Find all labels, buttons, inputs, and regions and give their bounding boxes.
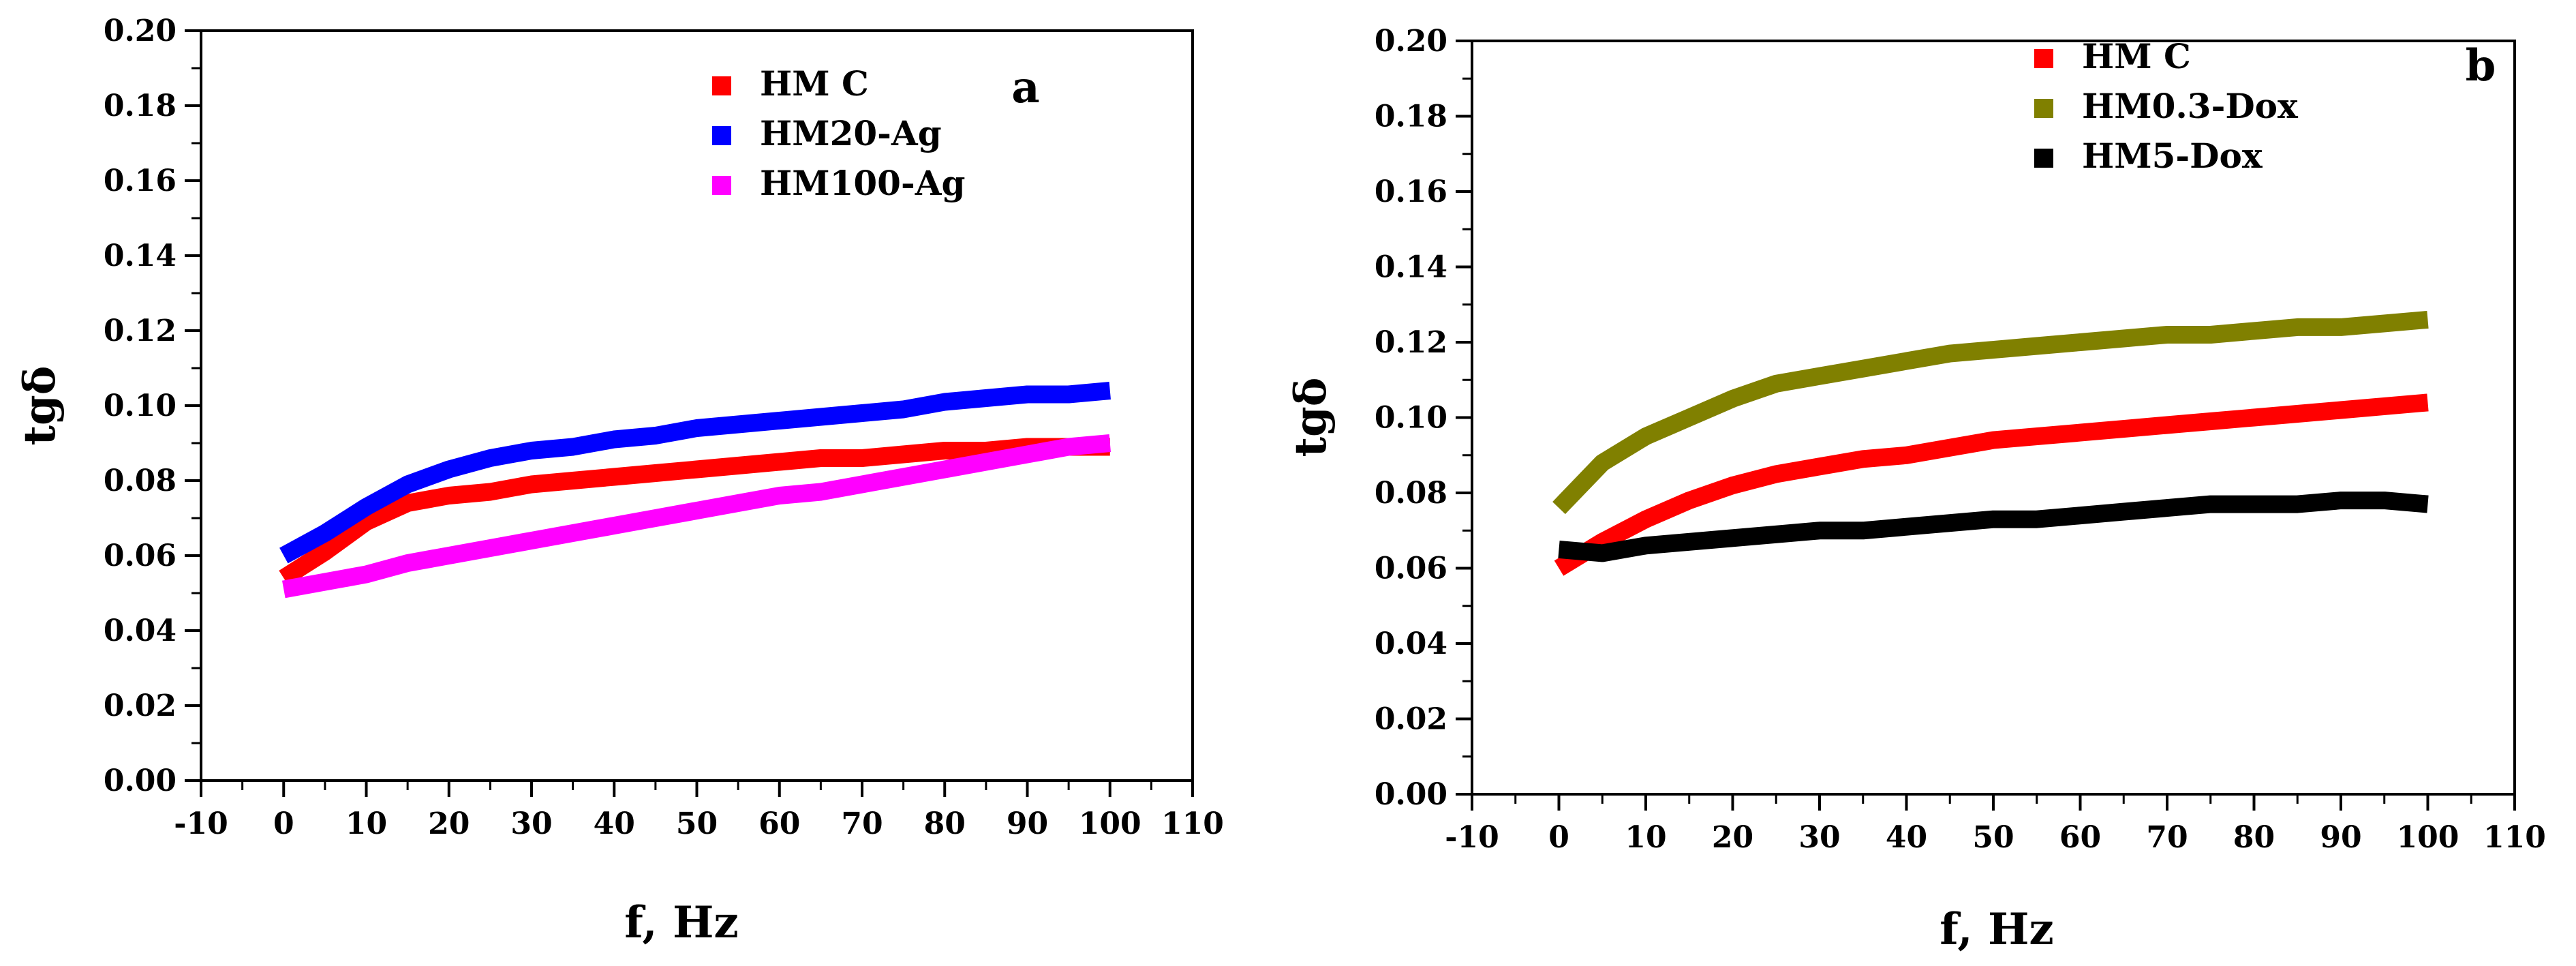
y-tick-label: 0.14 <box>1375 250 1447 285</box>
series-line-hm20-ag <box>279 382 1111 564</box>
x-tick-label: 70 <box>841 806 883 841</box>
chart-panel-b: -10 0 10 20 30 40 50 60 70 80 90 100 110 0.00 0.02 0.04… <box>1285 24 2546 955</box>
y-tick-label: 0.00 <box>1375 777 1447 812</box>
x-tick-label: 60 <box>2059 820 2101 855</box>
y-axis-title: tgδ <box>14 366 65 446</box>
y-tick-label: 0.14 <box>104 239 177 273</box>
y-tick-label: 0.06 <box>1375 552 1447 586</box>
y-axis-title: tgδ <box>1285 378 1336 457</box>
legend-swatch <box>712 76 731 95</box>
x-tick-label: 110 <box>1161 806 1224 841</box>
series-line-hm0-3-dox <box>1552 310 2429 515</box>
x-tick-label: 10 <box>1625 820 1666 855</box>
x-tick-label: 110 <box>2483 820 2546 855</box>
y-tick-label: 0.10 <box>1375 401 1447 436</box>
x-tick-label: 20 <box>428 806 470 841</box>
y-tick-label: 0.06 <box>104 539 177 573</box>
legend-swatch <box>2034 99 2053 118</box>
legend-label: HM C <box>2082 36 2191 76</box>
y-tick-label: 0.10 <box>104 389 177 423</box>
series-line-hm-c <box>279 438 1110 586</box>
x-axis-title: f, Hz <box>624 897 739 948</box>
y-tick-label: 0.20 <box>1375 24 1447 59</box>
x-tick-label: -10 <box>1445 820 1499 855</box>
y-tick-label: 0.12 <box>104 314 177 348</box>
x-tick-label: 50 <box>676 806 718 841</box>
y-tick-label: 0.16 <box>1375 175 1447 209</box>
y-tick-label: 0.02 <box>104 689 177 723</box>
x-tick-label: 60 <box>758 806 800 841</box>
y-tick-label: 0.02 <box>1375 702 1447 737</box>
x-tick-label: 90 <box>1007 806 1048 841</box>
x-tick-label: 0 <box>1548 820 1569 855</box>
x-tick-label: 10 <box>346 806 387 841</box>
y-tick-label: 0.12 <box>1375 325 1447 360</box>
x-tick-label: 90 <box>2320 820 2361 855</box>
x-tick-label: 50 <box>1972 820 2014 855</box>
x-tick-label: -10 <box>174 806 228 841</box>
plot-frame <box>200 29 1194 782</box>
x-tick-label: 40 <box>1886 820 1927 855</box>
legend-swatch <box>712 176 731 195</box>
x-tick-label: 80 <box>924 806 966 841</box>
legend-swatch <box>2034 49 2053 68</box>
series-line-hm100-ag <box>281 434 1111 599</box>
x-tick-label: 30 <box>1798 820 1840 855</box>
panel-label: a <box>1011 62 1039 113</box>
x-tick-label: 80 <box>2233 820 2275 855</box>
y-tick-label: 0.20 <box>104 14 177 48</box>
y-tick-label: 0.00 <box>104 764 177 798</box>
x-tick-label: 70 <box>2146 820 2188 855</box>
series-line-hm-c <box>1554 393 2429 576</box>
y-tick-label: 0.08 <box>1375 476 1447 511</box>
legend-label: HM20-Ag <box>760 113 942 153</box>
x-tick-label: 30 <box>510 806 552 841</box>
legend-swatch <box>2034 149 2053 168</box>
x-tick-label: 100 <box>1079 806 1141 841</box>
y-tick-label: 0.04 <box>104 614 177 648</box>
legend-label: HM5-Dox <box>2082 136 2263 176</box>
x-axis-title: f, Hz <box>1939 904 2054 955</box>
legend-swatch <box>712 126 731 145</box>
legend-label: HM100-Ag <box>760 163 965 203</box>
y-tick-label: 0.18 <box>1375 100 1447 134</box>
legend-label: HM C <box>760 63 869 104</box>
y-tick-label: 0.16 <box>104 164 177 198</box>
y-tick-label: 0.04 <box>1375 627 1447 661</box>
y-tick-label: 0.08 <box>104 464 177 498</box>
x-tick-label: 0 <box>273 806 294 841</box>
series-line-hm5-dox <box>1558 492 2429 562</box>
chart-panel-a: -10 0 10 20 30 40 50 60 70 80 90 100 110 0.00 0.02 0.04… <box>14 14 1224 948</box>
y-tick-label: 0.18 <box>104 89 177 123</box>
x-tick-label: 40 <box>594 806 635 841</box>
plot-frame <box>1471 40 2516 796</box>
x-tick-label: 20 <box>1712 820 1753 855</box>
x-tick-label: 100 <box>2397 820 2459 855</box>
panel-label: b <box>2466 40 2496 91</box>
legend-label: HM0.3-Dox <box>2082 86 2299 126</box>
